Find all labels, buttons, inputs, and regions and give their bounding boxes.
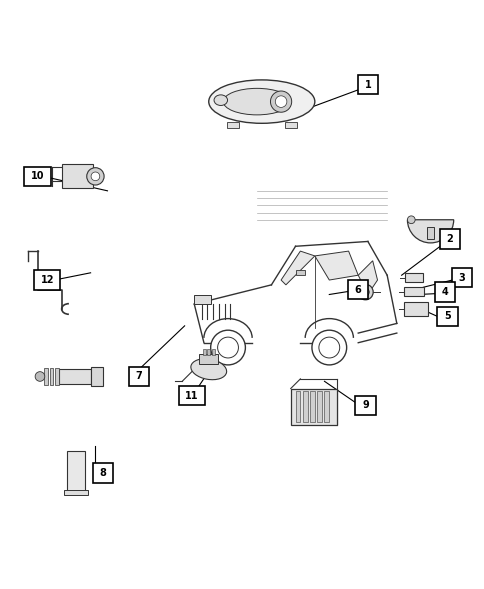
Bar [194,296,211,304]
Circle shape [91,172,100,181]
Polygon shape [281,251,314,285]
Bar [61,164,93,188]
Text: 8: 8 [99,468,106,478]
Text: 9: 9 [362,401,368,411]
Circle shape [210,330,245,365]
Bar [67,451,85,492]
Wedge shape [407,220,453,243]
Circle shape [270,91,291,112]
Polygon shape [314,251,358,280]
Text: 12: 12 [40,275,54,285]
Bar [49,368,53,385]
Bar [290,389,336,425]
Circle shape [87,168,104,185]
Text: 2: 2 [446,234,452,244]
Bar [178,386,205,405]
Bar [295,270,304,275]
Bar [128,367,149,386]
Bar [324,391,329,422]
Bar [91,367,103,386]
Bar [357,75,377,94]
Circle shape [361,288,368,296]
Bar [439,229,459,249]
Bar [199,354,218,365]
Ellipse shape [208,80,314,123]
Text: 11: 11 [185,391,198,401]
Circle shape [275,96,286,107]
Bar [437,306,456,326]
Text: 5: 5 [443,311,450,321]
Text: 4: 4 [441,287,448,297]
Ellipse shape [213,95,227,105]
Bar [207,349,210,355]
Circle shape [35,372,45,381]
Circle shape [318,337,339,358]
Bar [309,391,314,422]
Circle shape [357,284,372,300]
Bar [317,391,321,422]
Bar [434,283,454,302]
Circle shape [217,337,238,358]
Text: 7: 7 [135,372,142,382]
Bar [302,391,307,422]
Bar [404,273,422,283]
Ellipse shape [223,88,290,115]
Bar [348,280,368,299]
Bar [451,268,471,287]
Bar [355,396,375,415]
Bar [227,123,239,128]
Text: 10: 10 [31,171,44,181]
Bar [403,287,423,296]
Bar [55,368,59,385]
Circle shape [311,330,346,365]
Bar [212,349,214,355]
Text: 3: 3 [457,273,464,283]
Bar [426,227,434,239]
Bar [203,349,206,355]
Polygon shape [358,261,377,294]
Bar [284,123,296,128]
Circle shape [407,216,414,224]
Bar [64,490,88,495]
Bar [59,369,91,383]
Bar [24,167,51,186]
Text: 6: 6 [354,284,361,294]
Bar [44,368,47,385]
Bar [34,270,60,290]
Bar [403,302,427,316]
Bar [92,464,113,482]
Bar [295,391,300,422]
Ellipse shape [191,359,226,380]
Text: 1: 1 [364,80,370,90]
